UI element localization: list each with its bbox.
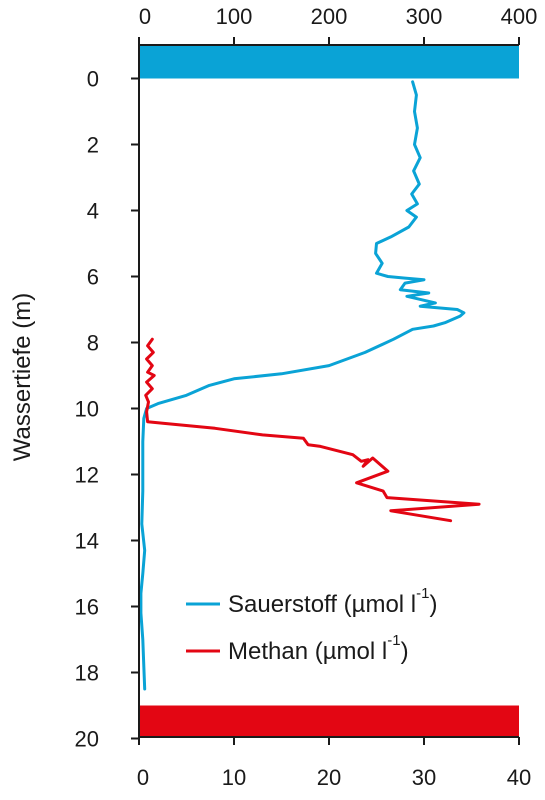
x-bottom-tick-label: 0	[137, 765, 149, 790]
y-tick-label: 6	[87, 265, 99, 290]
y-tick-label: 4	[87, 199, 99, 224]
surface-band	[139, 45, 519, 79]
x-top-tick-label: 300	[406, 4, 443, 29]
x-top-tick-label: 100	[216, 4, 253, 29]
depth-bands	[139, 45, 519, 737]
x-top-tick-label: 400	[501, 4, 538, 29]
x-top-tick-label: 0	[139, 4, 151, 29]
series-lines	[139, 80, 481, 691]
x-bottom-tick-label: 40	[507, 765, 531, 790]
series-line-1	[144, 337, 481, 523]
y-tick-label: 12	[75, 463, 99, 488]
y-tick-label: 10	[75, 397, 99, 422]
y-tick-label: 16	[75, 595, 99, 620]
y-axis-title: Wassertiefe (m)	[9, 293, 36, 461]
bottom-band	[139, 705, 519, 737]
x-bottom-tick-label: 20	[317, 765, 341, 790]
y-tick-label: 2	[87, 133, 99, 158]
y-tick-label: 18	[75, 661, 99, 686]
series-line-0	[139, 80, 466, 691]
y-tick-label: 0	[87, 67, 99, 92]
x-bottom-tick-label: 30	[412, 765, 436, 790]
legend: Sauerstoff (µmol l-1) Methan (µmol l-1)	[186, 585, 437, 665]
legend-label-0: Sauerstoff (µmol l-1)	[228, 585, 437, 618]
y-tick-label: 14	[75, 529, 99, 554]
legend-label-1: Methan (µmol l-1)	[228, 632, 409, 665]
y-tick-label: 8	[87, 331, 99, 356]
x-top-tick-label: 200	[311, 4, 348, 29]
x-bottom-tick-label: 10	[222, 765, 246, 790]
y-tick-label: 20	[75, 727, 99, 752]
